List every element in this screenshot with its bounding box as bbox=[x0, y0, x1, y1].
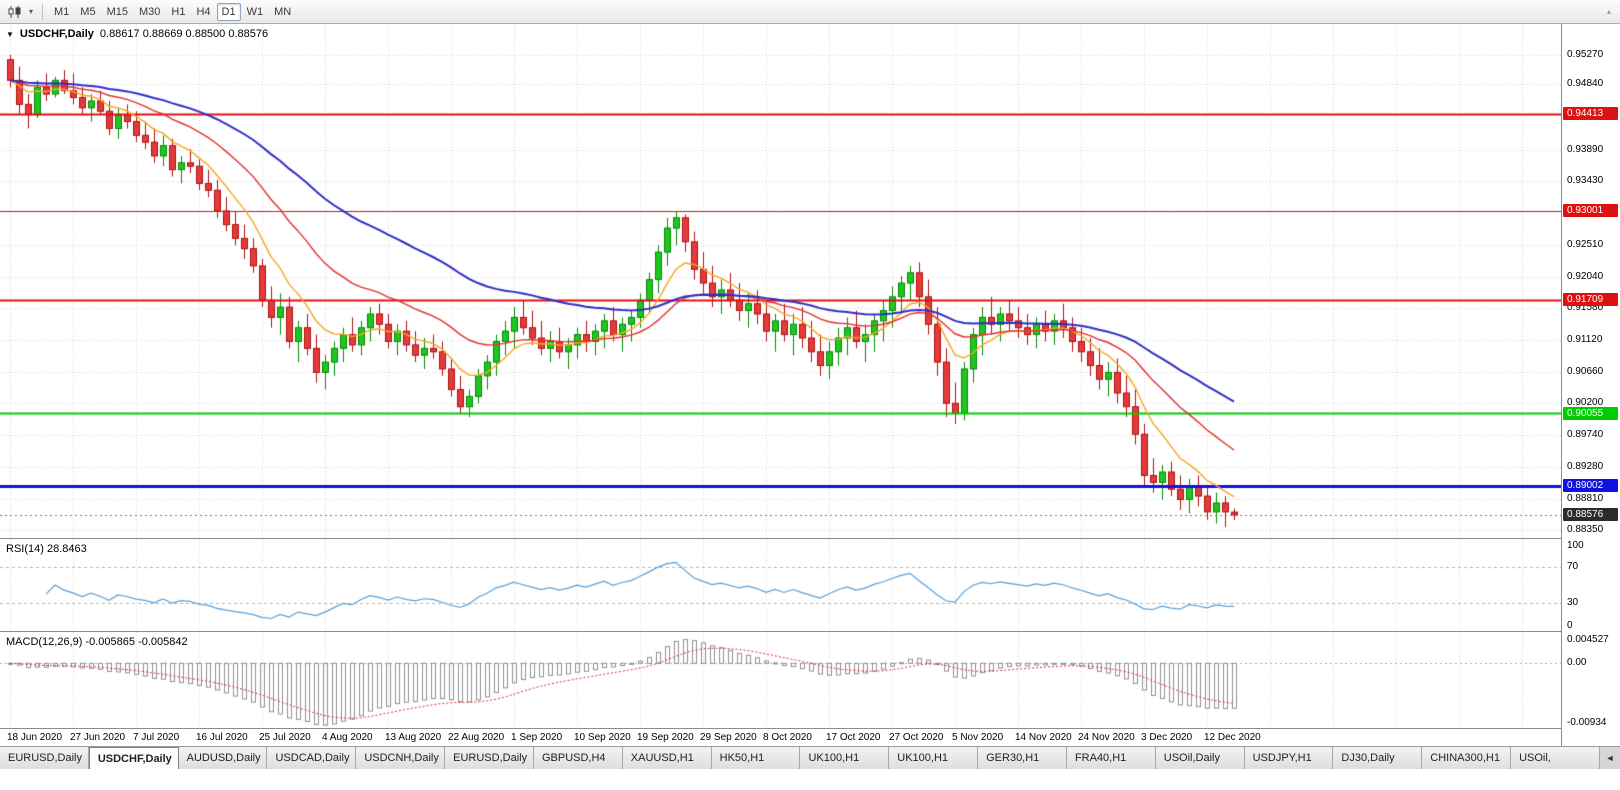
price-axis-label: 0.88350 bbox=[1567, 524, 1604, 536]
chart-tab-audusd-daily[interactable]: AUDUSD,Daily bbox=[178, 747, 268, 769]
time-axis-label: 12 Dec 2020 bbox=[1204, 732, 1261, 743]
price-axis-label: 0.93430 bbox=[1567, 175, 1604, 187]
macd-indicator-label: MACD(12,26,9) -0.005865 -0.005842 bbox=[6, 636, 188, 648]
price-axis-label: 0.89280 bbox=[1567, 460, 1604, 472]
chart-tab-xauusd-h1[interactable]: XAUUSD,H1 bbox=[622, 747, 712, 769]
hline-price-badge: 0.93001 bbox=[1563, 204, 1618, 218]
chart-region: ▼ USDCHF,Daily 0.88617 0.88669 0.88500 0… bbox=[0, 24, 1620, 746]
panel-separator bbox=[0, 728, 1620, 729]
time-axis-label: 10 Sep 2020 bbox=[574, 732, 631, 743]
timeframe-h1[interactable]: H1 bbox=[171, 5, 186, 18]
price-axis-label: 0.90660 bbox=[1567, 365, 1604, 377]
chart-tabs: EURUSD,Daily USDCHF,Daily AUDUSD,Daily USDC… bbox=[0, 746, 1620, 769]
chart-tab-dj30-daily[interactable]: DJ30,Daily bbox=[1333, 747, 1423, 769]
time-axis-label: 18 Jun 2020 bbox=[7, 732, 63, 743]
time-axis-label: 4 Aug 2020 bbox=[322, 732, 373, 743]
price-axis-label: 0.89740 bbox=[1567, 428, 1604, 440]
price-axis-label: 0.95270 bbox=[1567, 48, 1604, 60]
chart-tab-uk100-h1[interactable]: UK100,H1 bbox=[889, 747, 979, 769]
time-axis-label: 29 Sep 2020 bbox=[700, 732, 757, 743]
price-axis[interactable]: 0.95270 0.94840 0.93890 0.93430 0.92510 0.920… bbox=[1562, 24, 1620, 746]
hline-price-badge: 0.89002 bbox=[1563, 479, 1618, 493]
macd-axis-label: -0.00934 bbox=[1567, 717, 1607, 728]
timeframe-m1[interactable]: M1 bbox=[54, 5, 70, 18]
toolbar-overflow-icon[interactable]: ▴ bbox=[1606, 7, 1611, 16]
time-axis-label: 22 Aug 2020 bbox=[448, 732, 505, 743]
chart-tab-usdcnh-daily[interactable]: USDCNH,Daily bbox=[356, 747, 446, 769]
toolbar: ▾ M1 M5 M15 M30 H1 H4 D1 W1 MN ▴ bbox=[0, 0, 1620, 24]
rsi-axis-label: 30 bbox=[1567, 597, 1579, 609]
price-axis-label: 0.91120 bbox=[1567, 334, 1603, 346]
timeframe-d1[interactable]: D1 bbox=[216, 2, 241, 21]
chart-tab-eurusd-daily[interactable]: EURUSD,Daily bbox=[445, 747, 534, 769]
time-axis[interactable]: 18 Jun 2020 27 Jun 2020 7 Jul 2020 16 Jul 2… bbox=[0, 729, 1561, 746]
rsi-chart-canvas[interactable] bbox=[0, 539, 1561, 631]
time-axis-label: 25 Jul 2020 bbox=[259, 732, 311, 743]
price-axis-label: 0.92040 bbox=[1567, 270, 1604, 282]
chart-tab-usdchf-daily[interactable]: USDCHF,Daily bbox=[88, 747, 179, 769]
chart-tab-usdjpy-h1[interactable]: USDJPY,H1 bbox=[1244, 747, 1334, 769]
toolbar-separator bbox=[42, 3, 43, 20]
hline-price-badge: 0.90055 bbox=[1563, 406, 1618, 420]
rsi-axis-label: 0 bbox=[1567, 620, 1573, 631]
chart-tab-usoil-daily[interactable]: USOil,Daily bbox=[1155, 747, 1245, 769]
chart-tab-eurusd-daily[interactable]: EURUSD,Daily bbox=[0, 747, 89, 769]
time-axis-label: 17 Oct 2020 bbox=[826, 732, 881, 743]
panel-separator[interactable] bbox=[0, 538, 1620, 539]
time-axis-label: 13 Aug 2020 bbox=[385, 732, 442, 743]
rsi-axis-label: 100 bbox=[1567, 540, 1584, 551]
hline-price-badge: 0.91709 bbox=[1563, 293, 1618, 307]
chart-header: ▼ USDCHF,Daily 0.88617 0.88669 0.88500 0… bbox=[6, 28, 268, 40]
time-axis-label: 24 Nov 2020 bbox=[1078, 732, 1135, 743]
time-axis-label: 14 Nov 2020 bbox=[1015, 732, 1072, 743]
time-axis-label: 27 Jun 2020 bbox=[70, 732, 126, 743]
timeframe-m30[interactable]: M30 bbox=[138, 5, 161, 18]
chart-tab-gbpusd-h4[interactable]: GBPUSD,H4 bbox=[533, 747, 623, 769]
chart-tab-fra40-h1[interactable]: FRA40,H1 bbox=[1066, 747, 1156, 769]
price-axis-separator bbox=[1561, 24, 1562, 746]
chevron-down-icon[interactable]: ▾ bbox=[28, 7, 33, 16]
chart-tab-usdcad-daily[interactable]: USDCAD,Daily bbox=[267, 747, 357, 769]
chart-ohlc-label: 0.88617 0.88669 0.88500 0.88576 bbox=[99, 28, 269, 40]
chart-tab-usoil-[interactable]: USOil, bbox=[1511, 747, 1600, 769]
candlestick-chart-type-icon[interactable] bbox=[5, 3, 25, 21]
collapse-triangle-icon[interactable]: ▼ bbox=[6, 29, 14, 39]
timeframe-w1[interactable]: W1 bbox=[246, 5, 264, 18]
chart-tab-china300-h1[interactable]: CHINA300,H1 bbox=[1422, 747, 1512, 769]
panel-separator[interactable] bbox=[0, 631, 1620, 632]
timeframe-buttons: M1 M5 M15 M30 H1 H4 D1 W1 MN bbox=[49, 2, 296, 21]
current-price-badge: 0.88576 bbox=[1563, 508, 1618, 522]
chart-tab-ger30-h1[interactable]: GER30,H1 bbox=[978, 747, 1067, 769]
timeframe-mn[interactable]: MN bbox=[274, 5, 292, 18]
time-axis-label: 27 Oct 2020 bbox=[889, 732, 944, 743]
chart-symbol-label: USDCHF,Daily bbox=[19, 28, 94, 40]
time-axis-label: 8 Oct 2020 bbox=[763, 732, 812, 743]
price-axis-label: 0.90200 bbox=[1567, 397, 1604, 409]
timeframe-m15[interactable]: M15 bbox=[106, 5, 128, 18]
time-axis-label: 16 Jul 2020 bbox=[196, 732, 248, 743]
rsi-indicator-label: RSI(14) 28.8463 bbox=[6, 543, 87, 555]
time-axis-label: 3 Dec 2020 bbox=[1141, 732, 1193, 743]
tabs-scroll-left-icon[interactable]: ◄ bbox=[1599, 747, 1620, 769]
timeframe-m5[interactable]: M5 bbox=[80, 5, 96, 18]
chart-tab-uk100-h1[interactable]: UK100,H1 bbox=[800, 747, 890, 769]
price-axis-label: 0.93890 bbox=[1567, 143, 1604, 155]
time-axis-label: 1 Sep 2020 bbox=[511, 732, 563, 743]
timeframe-h4[interactable]: H4 bbox=[196, 5, 211, 18]
price-axis-label: 0.94840 bbox=[1567, 78, 1604, 90]
price-axis-label: 0.88810 bbox=[1567, 492, 1604, 504]
time-axis-label: 7 Jul 2020 bbox=[133, 732, 180, 743]
price-axis-label: 0.91580 bbox=[1567, 302, 1604, 314]
candlestick-chart-canvas[interactable] bbox=[0, 24, 1561, 538]
chart-tab-hk50-h1[interactable]: HK50,H1 bbox=[711, 747, 801, 769]
time-axis-label: 5 Nov 2020 bbox=[952, 732, 1004, 743]
time-axis-label: 19 Sep 2020 bbox=[637, 732, 694, 743]
macd-axis-label: 0.004527 bbox=[1567, 634, 1609, 645]
macd-axis-label: 0.00 bbox=[1567, 657, 1587, 669]
rsi-axis-label: 70 bbox=[1567, 560, 1579, 572]
hline-price-badge: 0.94413 bbox=[1563, 107, 1618, 121]
price-axis-label: 0.92510 bbox=[1567, 238, 1604, 250]
macd-chart-canvas[interactable] bbox=[0, 632, 1561, 728]
